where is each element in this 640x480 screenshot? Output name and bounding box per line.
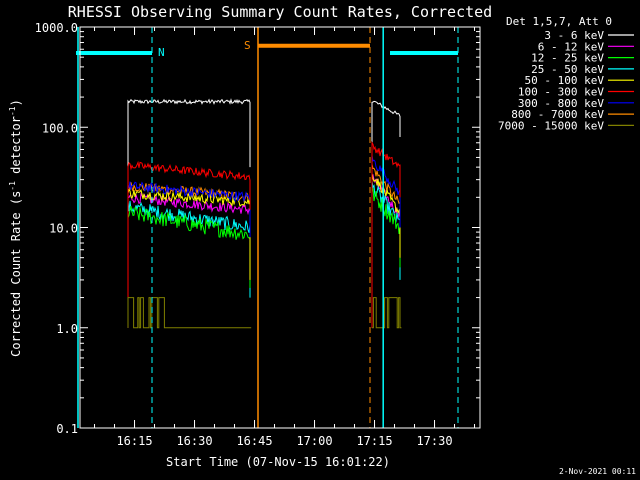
legend-label: 50 - 100 keV: [525, 74, 605, 87]
legend-label: 6 - 12 keV: [538, 40, 605, 53]
flag-label: S: [244, 39, 251, 52]
series-line-segment: [127, 297, 252, 329]
series-line-segment: [371, 155, 401, 328]
legend-label: 12 - 25 keV: [531, 52, 604, 65]
legend-label: 800 - 7000 keV: [511, 108, 604, 121]
x-tick-label: 16:15: [116, 434, 152, 448]
series-100-300-kev: [127, 140, 401, 328]
flag-label: N: [158, 46, 165, 59]
y-axis-label: Corrected Count Rate (s-1 detector-1): [8, 99, 23, 357]
x-tick-label: 17:15: [356, 434, 392, 448]
legend-label: 100 - 300 keV: [518, 86, 604, 99]
x-tick-label: 16:45: [236, 434, 272, 448]
y-axis: 1000.0 100.0 10.0 1.0 0.1: [35, 21, 480, 436]
plot-area: NS: [76, 27, 459, 428]
series-line-segment: [371, 173, 401, 328]
series-line-segment: [371, 188, 401, 328]
plot-frame: [79, 26, 481, 429]
chart-title: RHESSI Observing Summary Count Rates, Co…: [68, 3, 492, 21]
legend-header: Det 1,5,7, Att 0: [506, 15, 612, 28]
series-12-25-kev: [127, 188, 401, 328]
x-tick-label: 17:00: [296, 434, 332, 448]
y-tick-label: 1000.0: [35, 21, 78, 35]
y-axis-label-sup2: -1: [8, 106, 17, 116]
y-tick-label: 10.0: [49, 222, 78, 236]
y-axis-label-mid: detector: [9, 116, 23, 181]
x-axis: 16:15 16:30 16:45 17:00 17:15 17:30: [94, 27, 476, 448]
footer-timestamp: 2-Nov-2021 00:11: [559, 467, 636, 476]
series-25-50-kev: [127, 181, 401, 328]
y-axis-label-end: ): [9, 99, 23, 106]
series-line-segment: [127, 181, 251, 328]
series-7000-15000-kev: [127, 297, 402, 329]
series-line-segment: [127, 98, 251, 328]
series-line-segment: [372, 297, 402, 329]
series-line-segment: [127, 160, 251, 328]
y-tick-label: 100.0: [42, 121, 78, 135]
legend-label: 25 - 50 keV: [531, 63, 604, 76]
series-line-segment: [371, 140, 401, 328]
series-line-segment: [127, 200, 251, 328]
y-axis-label-sup1: -1: [8, 181, 17, 191]
x-tick-label: 17:30: [416, 434, 452, 448]
legend-label: 7000 - 15000 keV: [498, 119, 604, 132]
y-tick-label: 1.0: [56, 322, 78, 336]
series-line-segment: [371, 164, 401, 328]
legend-label: 300 - 800 keV: [518, 97, 604, 110]
y-axis-label-main: Corrected Count Rate (s: [9, 191, 23, 357]
series-50-100-kev: [127, 173, 401, 328]
x-tick-label: 16:30: [176, 434, 212, 448]
y-tick-label: 0.1: [56, 422, 78, 436]
series-line-segment: [371, 100, 401, 328]
series-3-6-kev: [127, 98, 401, 328]
x-axis-label: Start Time (07-Nov-15 16:01:22): [166, 455, 390, 469]
series-300-800-kev: [127, 155, 401, 328]
series-line-segment: [127, 205, 251, 328]
legend-label: 3 - 6 keV: [544, 29, 604, 42]
